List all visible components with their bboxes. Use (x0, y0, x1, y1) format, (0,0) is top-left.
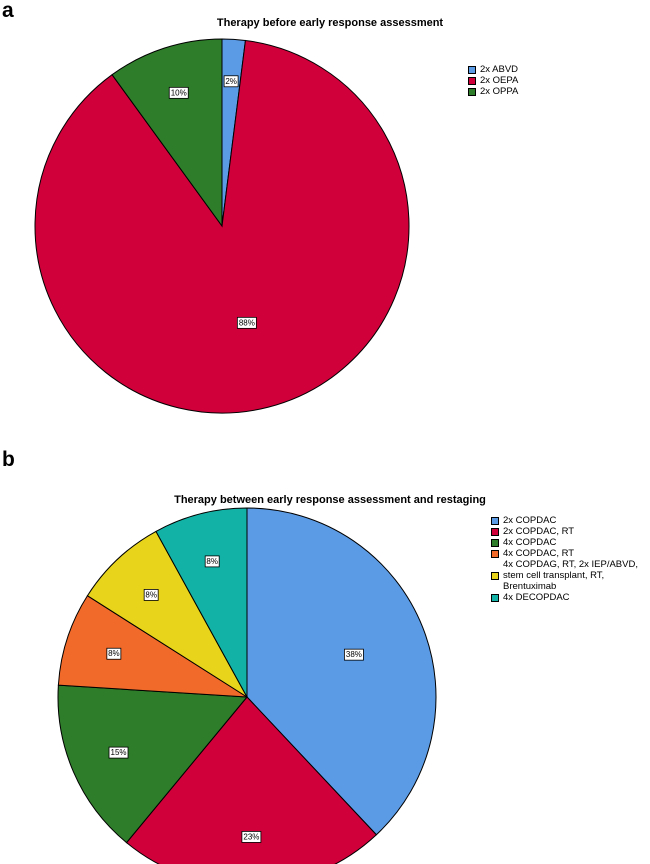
slice-percent-box (204, 555, 220, 568)
chart-title-b: Therapy between early response assessmen… (174, 494, 486, 506)
slice-percent-label: 8% (106, 647, 122, 660)
legend-label: 4x DECOPDAC (503, 592, 570, 603)
slice-percent-box (108, 746, 129, 759)
legend-item: 2x OPPA (468, 86, 518, 97)
legend-swatch (491, 538, 499, 547)
legend-label: 2x OPPA (480, 86, 519, 97)
slice-percent-text: 8% (145, 590, 157, 599)
legend-item: 2x COPDAC (491, 515, 638, 526)
legend-label: 4x COPDAC, RT (503, 548, 575, 559)
legend-label: 2x OEPA (480, 75, 519, 86)
slice-percent-text: 8% (206, 557, 218, 566)
legend-a: 2x ABVD 2x OEPA 2x OPPA (468, 64, 518, 97)
slice-percent-box (168, 86, 189, 99)
chart-title-a: Therapy before early response assessment (216, 17, 444, 29)
legend-label: 4x COPDAG, RT, 2x IEP/ABVD, stem cell tr… (503, 559, 638, 592)
slice-percent-label: 23% (241, 831, 262, 843)
panel-b: 38% 23% 15% 8% 8% 8% b Therapy between early … (0, 440, 650, 864)
panel-letter-b: b (2, 448, 15, 471)
slice-percent-label: 10% (168, 86, 189, 99)
slice-percent-label: 8% (204, 555, 220, 568)
pie-slice (125, 696, 378, 864)
legend-item: 2x OEPA (468, 75, 518, 86)
legend-swatch (491, 527, 499, 536)
legend-label: 2x COPDAC (503, 515, 557, 526)
legend-swatch (468, 76, 476, 85)
pie-slice (57, 684, 249, 844)
legend-label: 2x COPDAC, RT (503, 526, 575, 537)
slice-percent-label: 2% (223, 75, 239, 88)
legend-item: 4x DECOPDAC (491, 592, 638, 603)
legend-swatch (468, 87, 476, 96)
pie-chart-a: 2% 88% 10% (34, 38, 410, 414)
legend-item: 2x COPDAC, RT (491, 526, 638, 537)
slice-percent-label: 15% (108, 746, 129, 759)
panel-letter-a: a (2, 0, 14, 22)
panel-a: 2% 88% 10% a Therapy before early response… (2, 0, 518, 414)
slice-percent-text: 38% (346, 650, 362, 659)
legend-swatch (468, 65, 476, 74)
slice-percent-box (106, 647, 122, 660)
legend-b: 2x COPDAC 2x COPDAC, RT 4x COPDAC 4x COPDAC… (491, 515, 638, 603)
slice-percent-text: 8% (108, 649, 120, 658)
pie-slice (111, 38, 223, 228)
legend-item: 2x ABVD (468, 64, 518, 75)
slice-percent-box (236, 316, 257, 329)
legend-swatch (491, 549, 499, 558)
slice-percent-label: 38% (344, 648, 364, 661)
legend-label: 4x COPDAC (503, 537, 557, 548)
pie-slice (86, 530, 248, 698)
legend-swatch (491, 571, 499, 580)
legend-swatch (491, 593, 499, 602)
slice-percent-text: 2% (225, 77, 237, 86)
legend-label: 2x ABVD (480, 64, 519, 75)
slice-percent-box (344, 648, 364, 661)
pie-slice (57, 595, 248, 698)
slice-percent-text: 15% (111, 748, 127, 757)
slice-percent-text: 88% (239, 318, 255, 327)
legend-item: 4x COPDAC (491, 537, 638, 548)
pie-slice (246, 507, 437, 836)
slice-percent-box (223, 75, 239, 88)
legend-item: 4x COPDAG, RT, 2x IEP/ABVD, stem cell tr… (491, 559, 638, 592)
legend-item: 4x COPDAC, RT (491, 548, 638, 559)
legend-swatch (491, 516, 499, 525)
slice-percent-label: 88% (236, 316, 257, 329)
slice-percent-box (241, 831, 262, 843)
slice-percent-text: 23% (243, 832, 259, 841)
slice-percent-label: 8% (143, 589, 159, 601)
slice-percent-box (143, 589, 159, 601)
pie-slice (155, 507, 248, 698)
slice-percent-text: 10% (171, 88, 187, 97)
pie-chart-b: 38% 23% 15% 8% 8% 8% (57, 507, 437, 864)
